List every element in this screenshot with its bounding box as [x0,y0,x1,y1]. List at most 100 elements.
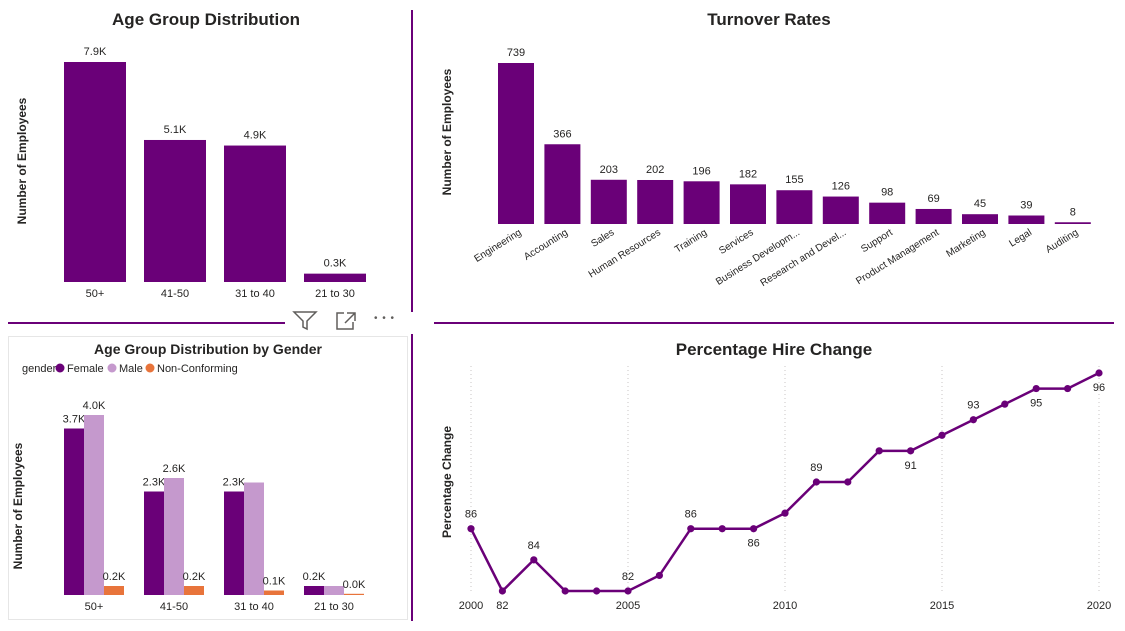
turnover-bar-data-label: 202 [646,164,664,176]
turnover-bar-data-label: 69 [927,193,939,205]
hire-y-axis-label: Percentage Change [440,426,454,538]
turnover-bar-data-label: 182 [739,168,757,180]
more-options-icon[interactable]: • • • [374,313,396,324]
hire-data-label: 95 [1030,398,1042,410]
turnover-bar-data-label: 126 [832,181,850,193]
gender-bar-data-label: 2.3K [223,477,246,489]
age-bar [64,62,126,282]
turnover-x-tick-label: Marketing [945,227,988,260]
hire-data-label: 93 [967,400,979,412]
hire-data-point [750,525,758,533]
legend-marker-icon [107,363,117,373]
age-bar-data-label: 0.3K [324,258,347,270]
turnover-y-axis-label: Number of Employees [440,68,454,195]
turnover-chart-title: Turnover Rates [707,10,831,29]
age-x-tick-label: 50+ [86,288,105,300]
hire-data-point [655,571,663,580]
age-bar-data-label: 4.9K [244,130,267,142]
hire-x-tick-label: 2020 [1087,600,1111,612]
hire-data-point [718,525,726,533]
hire-data-point [969,416,978,424]
hire-data-label: 82 [496,600,508,612]
hire-data-point [812,478,820,486]
hire-data-point [1032,384,1040,393]
hire-data-label: 86 [747,538,759,550]
turnover-bar-data-label: 98 [881,187,893,199]
horizontal-divider-right [434,322,1114,324]
gender-bar-data-label: 0.2K [303,571,326,583]
hire-data-label: 89 [810,462,822,474]
age-bar-data-label: 7.9K [84,46,107,58]
gender-bar-data-label: 0.2K [183,571,206,583]
legend-entry: Male [119,363,143,375]
vertical-divider-bottom [411,334,413,621]
turnover-x-tick-label: Research and Devel... [759,227,849,289]
age-x-tick-label: 41-50 [161,288,189,300]
turnover-x-tick-label: Training [673,227,709,255]
gender-bar-data-label: 2.3K [143,477,166,489]
age-bar [224,145,286,282]
focus-mode-icon[interactable] [334,310,358,332]
hire-data-label: 86 [685,509,697,521]
gender-bar-data-label: 0.2K [103,571,126,583]
turnover-x-tick-label: Accounting [522,227,570,263]
turnover-chart: Number of Employees 739 Engineering 366 Acco… [440,47,1091,289]
turnover-x-tick-label: Support [859,227,895,255]
gender-bar [224,491,244,595]
gender-x-tick-label: 31 to 40 [234,601,274,613]
gender-bar [344,593,364,595]
hire-data-point [467,525,475,533]
age-chart: Number of Employees 7.9K 50+ 5.1K 41-50 4.9K 3… [15,46,366,300]
hire-data-point [907,447,915,455]
hire-data-point [938,431,946,439]
gender-bar [184,586,204,595]
gender-y-axis-label: Number of Employees [11,442,25,569]
hire-data-point [561,587,569,595]
turnover-bar [637,179,674,224]
turnover-bar-data-label: 155 [785,174,803,186]
turnover-x-tick-label: Sales [589,227,616,250]
legend-entry: Female [67,363,104,375]
gender-x-tick-label: 41-50 [160,601,188,613]
turnover-panel: Turnover Rates Number of Employees 739 Eng… [413,0,1125,320]
gender-bar [324,586,344,595]
age-bar-data-label: 5.1K [164,124,187,136]
turnover-bar [590,179,627,224]
turnover-bar-data-label: 739 [507,47,525,59]
turnover-bar [869,202,906,224]
hire-data-point [498,587,506,595]
gender-bar [104,586,124,595]
hire-data-point [1064,384,1072,393]
gender-bar [244,482,264,595]
age-bar [144,139,206,282]
hire-data-label: 82 [622,571,634,583]
legend-entry: Non-Conforming [157,363,238,375]
hire-x-tick-label: 2000 [459,600,483,612]
hire-chart: Percentage Change 2000 2005 2010 2015 2020 86 8… [440,366,1111,612]
turnover-bar-data-label: 8 [1070,206,1076,218]
gender-x-tick-label: 50+ [85,601,104,613]
turnover-bar [544,144,581,224]
filter-icon[interactable] [292,310,318,332]
turnover-bar [498,63,534,224]
vertical-divider-top [411,10,413,312]
gender-bar [84,415,104,595]
gender-bar-data-label: 4.0K [83,400,106,412]
hire-data-point [844,478,852,486]
age-chart-title: Age Group Distribution [112,10,300,29]
turnover-x-tick-label: Product Management [854,227,941,287]
age-bar [304,273,366,282]
turnover-bar [1008,215,1045,224]
hire-x-tick-label: 2010 [773,600,797,612]
age-x-tick-label: 31 to 40 [235,288,275,300]
gender-bar [164,478,184,595]
gender-x-tick-label: 21 to 30 [314,601,354,613]
gender-bar [264,590,284,595]
legend-marker-icon [55,363,65,373]
turnover-x-tick-label: Engineering [472,227,523,265]
gender-bar [144,491,164,595]
gender-bar [304,586,324,595]
hire-panel: Percentage Hire Change Percentage Change… [413,330,1125,630]
turnover-bar [683,181,720,224]
gender-chart: gender Female Male Non-Conforming Number of … [11,363,366,613]
